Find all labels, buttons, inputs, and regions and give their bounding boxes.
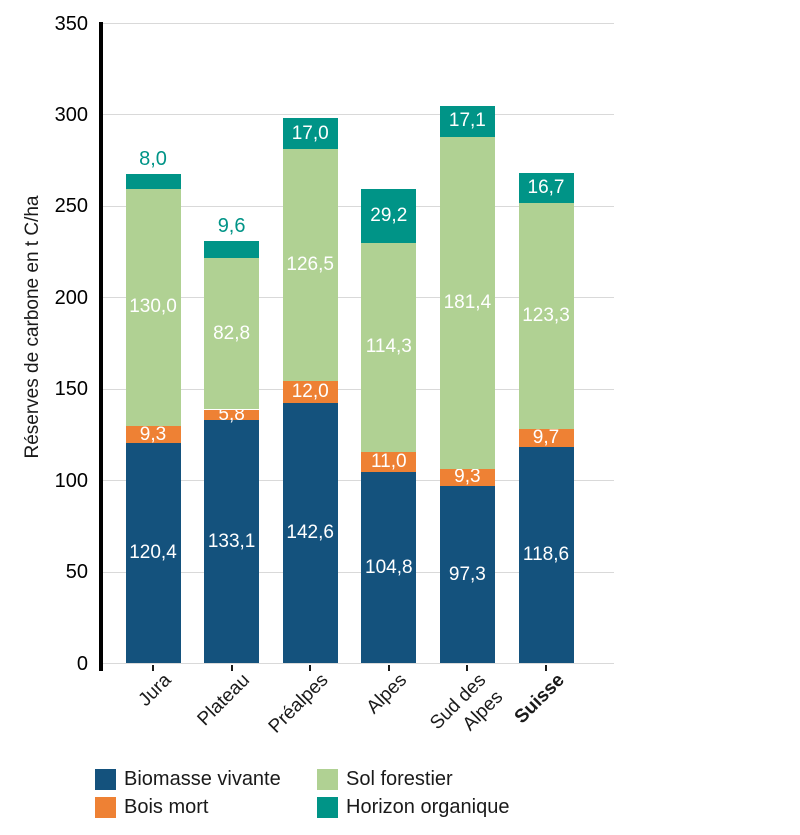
bar-value-label-sol-forestier: 82,8 [213, 322, 251, 344]
y-tick-label-0: 0 [76, 652, 88, 675]
legend-item-sol-forestier: Sol forestier [317, 768, 453, 790]
x-tick-suisse [545, 664, 547, 671]
legend-item-bois-mort: Bois mort [95, 796, 208, 818]
x-category-label-pr-alpes: Préalpes [264, 669, 333, 738]
gridline-150 [99, 388, 614, 390]
bar-value-label-bois-mort: 9,7 [532, 426, 560, 448]
bar-value-label-biomasse-vivante: 120,4 [129, 542, 177, 564]
bar-segment-sol-forestier: 123,3 [518, 203, 574, 429]
gridline-0 [99, 663, 614, 664]
x-tick-plateau [230, 664, 233, 671]
legend-swatch-horizon-organique [317, 796, 338, 818]
bar-segment-sol-forestier: 82,8 [204, 258, 260, 410]
bar-value-label-sol-forestier: 130,0 [129, 296, 177, 318]
legend-swatch-biomasse-vivante [95, 768, 116, 790]
y-tick-label-250: 250 [54, 195, 88, 218]
bar-value-label-sol-forestier: 123,3 [522, 305, 570, 327]
y-tick-label-50: 50 [65, 561, 88, 584]
bar-segment-biomasse-vivante: 104,8 [361, 471, 417, 664]
bar-value-label-horizon-organique: 29,2 [370, 205, 408, 227]
bar-value-label-sol-forestier: 126,5 [286, 254, 334, 276]
bar-segment-horizon-organique: 16,7 [518, 172, 574, 204]
x-tick-sud-des-alpes [466, 664, 469, 671]
x-category-label-suisse: Suisse [510, 669, 569, 728]
bar-segment-bois-mort: 9,3 [439, 466, 495, 488]
bar-value-label-outside-horizon-organique: 9,6 [217, 214, 246, 237]
legend-swatch-sol-forestier [317, 768, 338, 790]
bar-segment-sol-forestier: 181,4 [439, 136, 495, 469]
bar-segment-biomasse-vivante: 118,6 [518, 446, 574, 664]
bar-segment-sol-forestier: 114,3 [361, 242, 417, 452]
y-tick-label-300: 300 [54, 103, 88, 126]
bar-segment-bois-mort: 5,8 [204, 404, 260, 424]
bar-segment-horizon-organique: 29,2 [361, 189, 417, 243]
bar-segment-horizon-organique [204, 240, 260, 259]
bar-value-label-outside-horizon-organique: 8,0 [139, 147, 167, 170]
bar-segment-bois-mort: 9,3 [125, 423, 181, 445]
bar-value-label-biomasse-vivante: 118,6 [522, 544, 570, 566]
bar-segment-biomasse-vivante: 97,3 [439, 485, 495, 664]
bar-segment-bois-mort: 9,7 [518, 426, 574, 448]
x-tick-jura [152, 664, 154, 671]
x-tick-pr-alpes [309, 664, 312, 671]
gridline-300 [99, 114, 614, 116]
bar-segment-horizon-organique: 17,0 [282, 118, 338, 150]
y-axis-title: Réserves de carbone en t C/ha [22, 195, 43, 459]
y-tick-label-350: 350 [54, 12, 88, 35]
legend-item-horizon-organique: Horizon organique [317, 796, 509, 818]
x-tick-alpes [387, 664, 390, 671]
bar-value-label-sol-forestier: 114,3 [365, 336, 412, 358]
bar-value-label-bois-mort: 12,0 [291, 380, 329, 402]
x-category-label-jura: Jura [134, 669, 176, 711]
bar-value-label-bois-mort: 9,3 [139, 423, 167, 445]
gridline-250 [99, 205, 614, 207]
bar-segment-biomasse-vivante: 133,1 [204, 420, 260, 664]
gridline-50 [99, 571, 614, 573]
bar-value-label-biomasse-vivante: 97,3 [448, 563, 486, 585]
y-tick-label-200: 200 [54, 286, 88, 309]
bar-value-label-bois-mort: 9,3 [454, 466, 481, 488]
bar-value-label-horizon-organique: 17,1 [448, 110, 486, 132]
gridline-100 [99, 480, 614, 482]
bar-segment-horizon-organique: 17,1 [439, 105, 495, 137]
bar-value-label-horizon-organique: 17,0 [291, 122, 329, 144]
x-category-label-sud-des-alpes: Sud des Alpes [425, 669, 507, 736]
legend-label-bois-mort: Bois mort [124, 796, 209, 818]
y-axis-line [99, 21, 103, 671]
bar-segment-bois-mort: 11,0 [361, 450, 417, 472]
bar-value-label-sol-forestier: 181,4 [443, 291, 492, 313]
bar-segment-horizon-organique [125, 173, 181, 189]
bar-value-label-biomasse-vivante: 133,1 [207, 530, 256, 552]
bar-segment-sol-forestier: 130,0 [125, 188, 181, 427]
bar-value-label-bois-mort: 11,0 [371, 450, 407, 472]
legend-swatch-bois-mort [95, 796, 116, 818]
x-category-label-alpes: Alpes [362, 669, 412, 719]
y-tick-label-150: 150 [54, 378, 88, 401]
bar-segment-biomasse-vivante: 120,4 [125, 443, 181, 664]
bar-value-label-biomasse-vivante: 142,6 [286, 522, 334, 544]
bar-value-label-biomasse-vivante: 104,8 [365, 556, 413, 578]
x-category-label-plateau: Plateau [193, 669, 255, 731]
bar-value-label-horizon-organique: 16,7 [527, 177, 565, 199]
legend-label-sol-forestier: Sol forestier [346, 768, 453, 790]
legend: Biomasse vivante Bois mort Sol forestier… [95, 768, 575, 820]
gridline-350 [99, 23, 614, 24]
bar-segment-biomasse-vivante: 142,6 [282, 402, 338, 664]
legend-item-biomasse-vivante: Biomasse vivante [95, 768, 281, 790]
legend-label-biomasse-vivante: Biomasse vivante [124, 768, 281, 790]
y-tick-label-100: 100 [54, 469, 88, 492]
bar-segment-sol-forestier: 126,5 [282, 149, 338, 381]
legend-label-horizon-organique: Horizon organique [346, 796, 510, 818]
gridline-200 [99, 297, 614, 299]
bar-segment-bois-mort: 12,0 [282, 380, 338, 403]
